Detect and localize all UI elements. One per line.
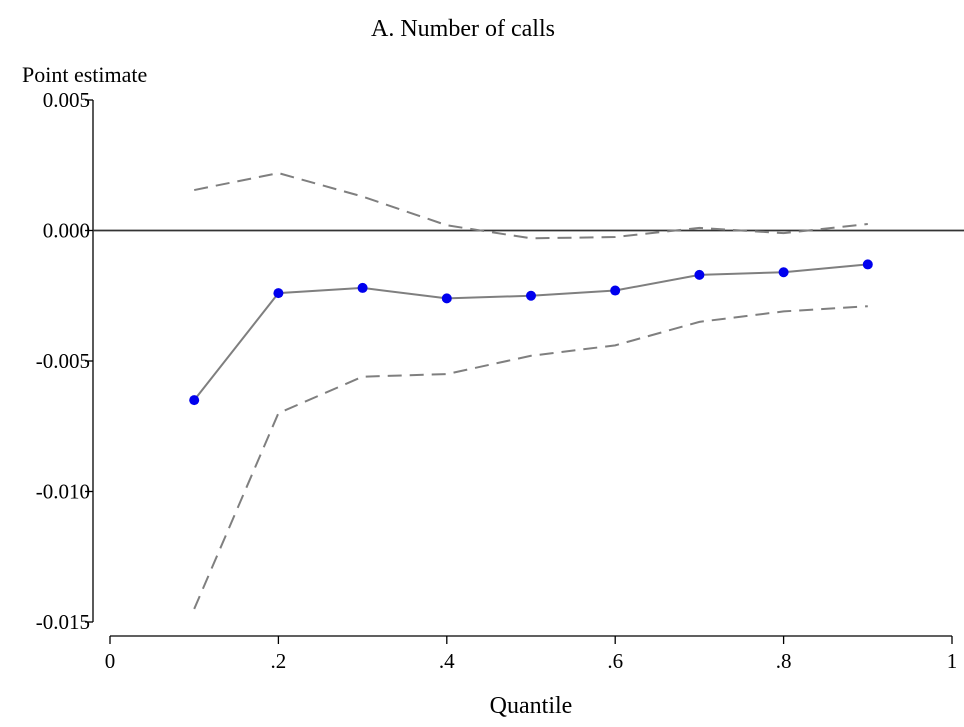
y-tick-label: -0.010 <box>36 480 90 504</box>
y-axis-label: Point estimate <box>22 62 147 87</box>
point-marker <box>778 267 789 278</box>
x-tick-label: .6 <box>607 649 623 673</box>
point-marker <box>862 259 873 270</box>
y-tick-label: 0.000 <box>43 219 90 243</box>
x-tick-label: .4 <box>439 649 455 673</box>
x-tick-label: 1 <box>947 649 958 673</box>
x-axis-label: Quantile <box>490 693 573 719</box>
series-line <box>193 263 868 401</box>
y-tick-label: 0.005 <box>43 88 90 112</box>
x-tick-label: .8 <box>776 649 792 673</box>
series-line <box>193 305 868 610</box>
x-tick-label: .2 <box>271 649 287 673</box>
y-tick-label: -0.005 <box>36 349 90 373</box>
chart-title: A. Number of calls <box>371 16 555 42</box>
point-marker <box>189 395 200 406</box>
point-marker <box>273 288 284 299</box>
point-marker <box>694 269 705 280</box>
point-marker <box>526 290 536 301</box>
y-tick-label: -0.015 <box>36 610 90 634</box>
point-marker <box>441 293 452 304</box>
point-marker <box>357 282 368 293</box>
series-line <box>194 172 868 240</box>
point-marker <box>610 285 621 296</box>
x-tick-label: 0 <box>105 649 116 673</box>
